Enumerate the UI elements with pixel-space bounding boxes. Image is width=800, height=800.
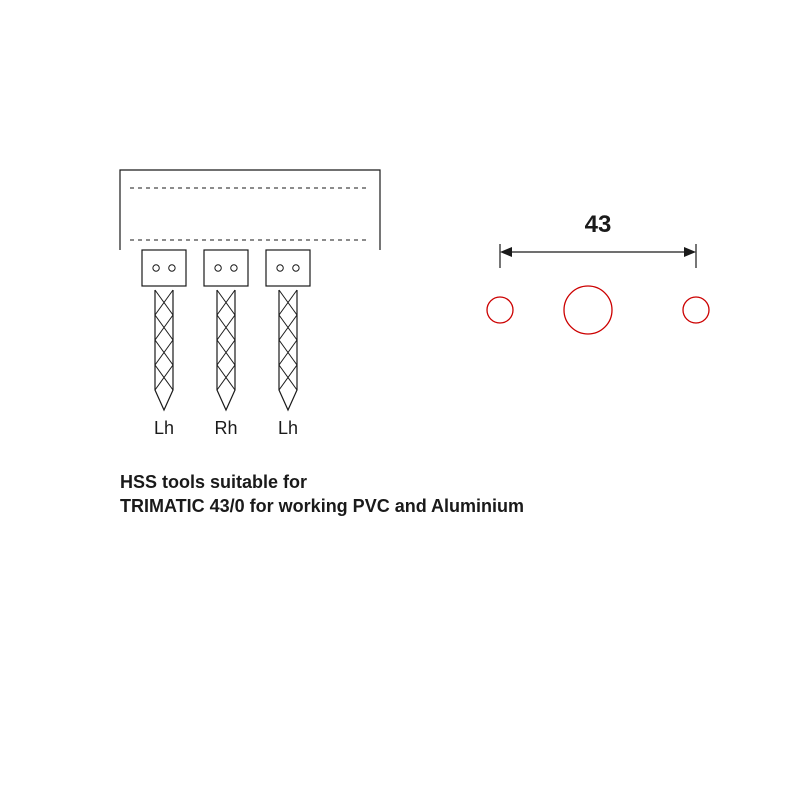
diagram-caption: HSS tools suitable for TRIMATIC 43/0 for… (120, 470, 524, 519)
svg-text:Lh: Lh (278, 418, 298, 438)
svg-text:43: 43 (585, 211, 612, 238)
caption-line2: TRIMATIC 43/0 for working PVC and Alumin… (120, 494, 524, 518)
technical-diagram: Lh Rh Lh 43 (0, 0, 800, 800)
caption-line1: HSS tools suitable for (120, 470, 524, 494)
svg-text:Rh: Rh (214, 418, 237, 438)
svg-text:Lh: Lh (154, 418, 174, 438)
